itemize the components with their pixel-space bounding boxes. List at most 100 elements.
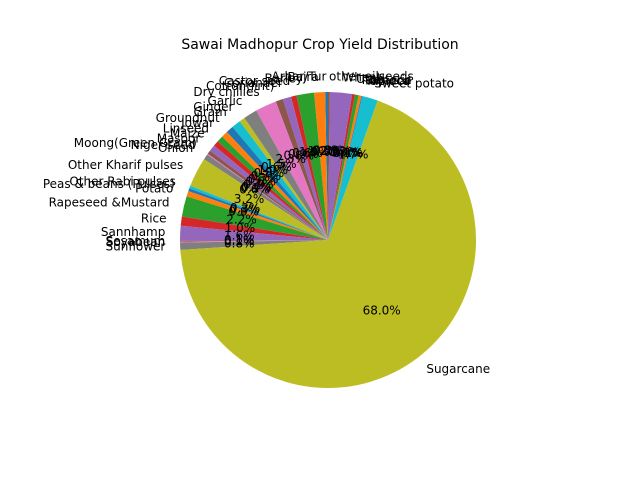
slice-sesamum [180,240,328,242]
slice-label-arhar-tur: Arhar/Tur [272,70,327,84]
slice-garlic [244,110,328,241]
slice-percent-arhar-tur: 0.3% [312,144,343,158]
slice-percent-urad: 0.3% [328,145,359,159]
slice-label-other-rabi-pulses: Other Rabi pulses [69,174,176,188]
slice-label-other-oilseeds: other oilseeds [329,70,414,84]
slice-sunflower [180,240,328,251]
slice-label-masoor: Masoor [157,132,201,146]
slice-label-barley: Barley [265,72,303,86]
slice-jowar [222,132,328,240]
slice-percent-sweet-potato: 1.7% [338,147,369,161]
slice-label-rapeseed-mustard: Rapeseed &Mustard [49,195,170,209]
slice-sweet-potato [328,96,378,240]
slice-arhar-tur [325,92,328,240]
slice-label-wheat: Wheat [342,70,381,84]
slice-label-tobacco: Tobacco [362,74,411,88]
slice-ginger [239,117,328,240]
slice-percent-sugarcane: 68.0% [363,303,401,317]
slice-percent-moong-green-gram: 0.4% [241,180,272,194]
slice-label-ginger: Ginger [193,100,233,114]
slice-percent-ginger: 0.6% [261,160,292,174]
slice-percent-onion: 0.6% [239,183,270,197]
slice-tapioca [328,95,363,240]
slice-coriander [282,96,328,241]
slice-percent-groundnut: 0.8% [254,166,285,180]
slice-other-oilseeds [328,92,330,240]
slice-bajra [313,92,328,240]
slice-other-rabi-pulses [189,185,328,240]
slice-label-rice: Rice [141,212,167,226]
slice-label-dry-chillies: Dry chillies [193,85,259,99]
slice-label-cotton-lint: Cotton(lint) [206,79,274,93]
slice-barley [296,92,328,241]
slice-percent-peas-beans-pulses: 0.3% [229,202,260,216]
slice-label-sweet-potato: Sweet potato [374,76,454,90]
slice-percent-rapeseed-mustard: 2.2% [226,212,257,226]
slice-rice [180,216,328,240]
slice-tobacco [328,95,362,240]
slice-label-onion: Onion [158,141,193,155]
slice-label-other-kharif-pulses: Other Kharif pulses [68,158,183,172]
slice-percent-tobacco: 0.3% [332,146,363,160]
slice-urad [328,93,356,241]
slice-dry-chillies [256,101,328,240]
slice-percent-barley: 1.9% [299,145,330,159]
slice-percent-turmeric: 0.4% [330,145,361,159]
slice-percent-masoor: 0.7% [243,177,274,191]
slice-label-turmeric: Turmeric [359,73,412,87]
slice-percent-other-rabi-pulses: 0.3% [230,201,261,215]
slice-wheat [328,92,353,241]
slice-label-groundnut: Groundnut [156,111,220,125]
slice-percent-gram: 1.0% [258,163,289,177]
slice-peas-beans-pulses [188,188,328,240]
slice-percent-castor-seed: 0.6% [292,146,323,160]
slice-percent-garlic: 1.5% [266,157,297,171]
slice-label-urad: Urad [356,72,385,86]
slice-label-tapioca: Tapioca [364,74,410,88]
slice-label-gram: Gram [194,105,227,119]
slice-percent-cotton-lint: 0.8% [284,149,315,163]
slice-label-potato: Potato [135,182,173,196]
chart-title: Sawai Madhopur Crop Yield Distribution [181,37,458,53]
slice-gram [232,121,328,240]
pie-percent-labels: 0.3%1.2%1.9%0.6%0.9%0.8%2.3%1.5%0.6%1.0%… [224,144,401,318]
slice-percent-sunflower: 0.8% [224,236,255,250]
slice-label-niger-seed: Niger seed [131,138,196,152]
slice-sugarcane [180,100,476,389]
slice-onion [203,154,328,240]
slice-label-sesamum: Sesamum [106,234,166,248]
slice-label-sugarcane: Sugarcane [426,362,490,376]
slice-percent-sannhamp: 1.6% [224,228,255,242]
slice-percent-coriander: 0.9% [288,147,319,161]
slice-moong-green-gram [207,150,328,240]
slice-linseed [217,136,328,240]
slice-percent-niger-seed: 0.1% [240,181,271,195]
slice-label-maize: Maize [170,126,205,140]
slice-niger-seed [207,153,328,240]
slice-soyabean [180,240,328,243]
slice-cotton-lint [275,99,328,240]
slice-percent-wheat: 2.4% [321,144,352,158]
slice-castor-seed [290,95,328,240]
slice-label-coriander: Coriander [224,76,283,90]
slice-label-peas-beans-pulses: Peas & beans (Pulses) [43,177,175,191]
slice-percent-linseed: 0.7% [248,172,279,186]
pie-slices [179,92,476,389]
slice-percent-maize: 0.6% [245,175,276,189]
slice-label-moong-green-gram: Moong(Green Gram) [74,136,197,150]
slice-percent-jowar: 0.7% [251,169,282,183]
slice-label-castor-seed: Castor seed [219,74,290,88]
slice-potato [186,191,328,240]
slice-groundnut [226,127,328,240]
slice-percent-dry-chillies: 2.3% [275,152,306,166]
slice-turmeric [328,94,359,240]
slice-sannhamp [179,225,328,241]
slice-maize [213,141,328,240]
slice-label-garlic: Garlic [208,94,243,108]
slice-label-bajra: Bajra [288,70,319,84]
slice-percent-tapioca: 0.1% [333,146,364,160]
slice-percent-bajra: 1.2% [308,144,339,158]
slice-rapeseed-mustard [181,196,328,240]
